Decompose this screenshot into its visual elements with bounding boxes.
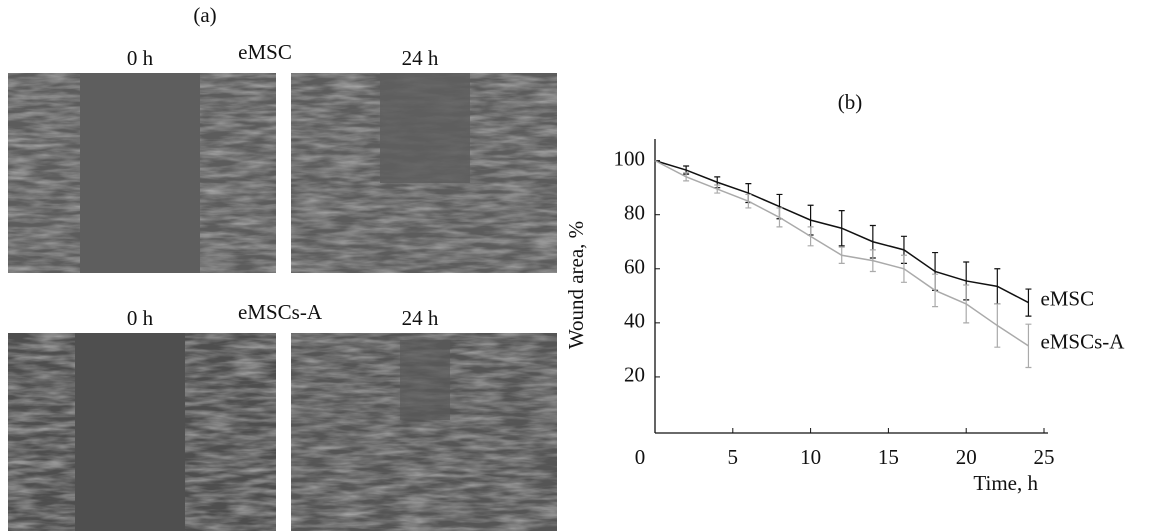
x-tick-label: 25 [1034,445,1055,469]
error-bar [1025,323,1032,369]
x-tick-label: 10 [800,445,821,469]
y-axis-label: Wound area, % [564,221,588,349]
series-line [654,159,1029,347]
micrograph [291,73,557,273]
micrograph [8,333,276,531]
panel-a: (a) 0 h eMSC 24 h 0 h eMSCs-A 24 h [8,3,557,531]
x-tick-label: 5 [728,445,739,469]
image-label: 0 h [127,306,154,330]
micrograph [291,333,557,531]
row-label: eMSCs-A [238,300,323,324]
chart-title: (b) [838,90,863,114]
image-label: 24 h [402,46,439,70]
y-tick-label: 20 [624,363,645,387]
x-tick-label: 15 [878,445,899,469]
y-tick-label: 60 [624,255,645,279]
x-tick-label: 0 [635,445,646,469]
row-label: eMSC [238,40,292,64]
image-label: 24 h [402,306,439,330]
y-tick-label: 100 [614,146,646,170]
series-line [654,159,1029,304]
series-label: eMSCs-A [1040,330,1125,354]
panel-b: (b) Wound area, % Time, h [564,90,1039,495]
x-axis-label: Time, h [973,471,1038,495]
y-tick-label: 40 [624,309,645,333]
micrograph [8,73,276,273]
x-tick-label: 20 [956,445,977,469]
panel-label: (a) [193,3,216,27]
image-label: 0 h [127,46,154,70]
series-label: eMSC [1040,286,1094,310]
y-tick-label: 80 [624,201,645,225]
error-bar [1025,288,1032,317]
